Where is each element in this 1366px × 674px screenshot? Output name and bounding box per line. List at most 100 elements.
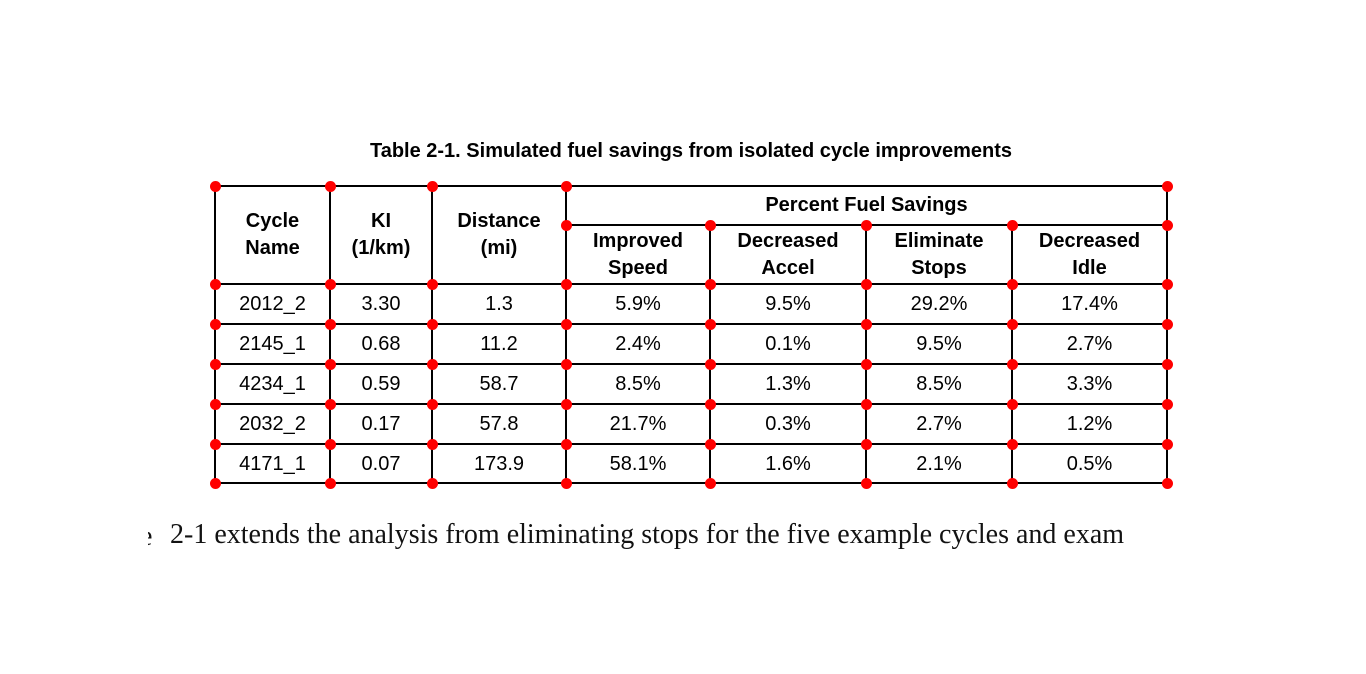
header-cell-percent-fuel-savings: Percent Fuel Savings [765, 194, 968, 216]
corner-dot [860, 318, 872, 330]
table-border-vertical [565, 185, 567, 484]
table-border-horizontal [214, 403, 1168, 405]
table-border-vertical [1166, 185, 1168, 484]
cell-row3-eliminate-stops: 8.5% [916, 373, 962, 395]
table-border-horizontal [214, 482, 1168, 484]
corner-dot [860, 438, 872, 450]
corner-dot [860, 477, 872, 489]
corner-dot [209, 358, 221, 370]
cell-row2-decreased-accel: 0.1% [765, 333, 811, 355]
table-border-horizontal [214, 185, 1168, 187]
cell-row4-decreased-accel: 0.3% [765, 413, 811, 435]
corner-dot [560, 398, 572, 410]
corner-dot [704, 477, 716, 489]
cell-row5-distance: 173.9 [473, 452, 525, 475]
corner-dot [560, 358, 572, 370]
corner-dot [426, 477, 438, 489]
table-border-vertical [1011, 224, 1013, 484]
corner-dot [1161, 180, 1173, 192]
cell-row1-decreased-idle: 17.4% [1061, 293, 1118, 315]
corner-dot [209, 398, 221, 410]
table-border-horizontal [214, 323, 1168, 325]
corner-dot [860, 358, 872, 370]
corner-dot [426, 180, 438, 192]
cell-row4-ki: 0.17 [361, 413, 401, 435]
corner-dot [860, 278, 872, 290]
corner-dot [324, 180, 336, 192]
corner-dot [1161, 358, 1173, 370]
cell-row2-improved-speed: 2.4% [615, 333, 661, 355]
table-border-horizontal [214, 363, 1168, 365]
cell-row5-ki: 0.07 [361, 452, 401, 475]
header-cell-cycle-name: Cycle Name [245, 210, 300, 259]
table-border-vertical [329, 185, 331, 484]
corner-dot [1161, 477, 1173, 489]
corner-dot [560, 318, 572, 330]
corner-dot [704, 398, 716, 410]
corner-dot [1006, 398, 1018, 410]
header-cell-distance: Distance (mi) [457, 210, 541, 259]
corner-dot [324, 438, 336, 450]
table-border-horizontal [214, 443, 1168, 445]
corner-dot [560, 438, 572, 450]
corner-dot [426, 398, 438, 410]
corner-dot [704, 438, 716, 450]
corner-dot [560, 219, 572, 231]
cell-row5-cycle-name: 4171_1 [239, 452, 306, 475]
header-cell-decreased-idle: Decreased Idle [1038, 229, 1141, 279]
cell-row2-eliminate-stops: 9.5% [916, 333, 962, 355]
cell-row5-decreased-accel: 1.6% [765, 452, 811, 475]
cell-row3-cycle-name: 4234_1 [239, 373, 306, 395]
table-caption: Table 2-1. Simulated fuel savings from i… [369, 140, 1013, 162]
corner-dot [1006, 219, 1018, 231]
clipped-word-fragment: e [148, 521, 157, 553]
corner-dot [324, 477, 336, 489]
cell-row4-distance: 57.8 [479, 413, 519, 435]
corner-dot [704, 358, 716, 370]
corner-dot [560, 180, 572, 192]
table-border-vertical [709, 224, 711, 484]
header-cell-ki: KI (1/km) [351, 210, 411, 259]
paragraph-line: 2-1 extends the analysis from eliminatin… [170, 519, 1125, 550]
header-cell-decreased-accel: Decreased Accel [737, 229, 839, 279]
corner-dot [209, 278, 221, 290]
corner-dot [860, 398, 872, 410]
corner-dot [704, 219, 716, 231]
cell-row4-eliminate-stops: 2.7% [916, 413, 962, 435]
corner-dot [1006, 278, 1018, 290]
cell-row4-cycle-name: 2032_2 [239, 413, 306, 435]
cell-row2-ki: 0.68 [361, 333, 401, 355]
cell-row3-ki: 0.59 [361, 373, 401, 395]
cell-row5-decreased-idle: 0.5% [1066, 452, 1113, 475]
corner-dot [1006, 318, 1018, 330]
corner-dot [560, 477, 572, 489]
cell-row1-ki: 3.30 [361, 293, 401, 315]
corner-dot [1161, 398, 1173, 410]
cell-row5-eliminate-stops: 2.1% [916, 452, 962, 475]
corner-dot [560, 278, 572, 290]
corner-dot [209, 438, 221, 450]
corner-dot [209, 180, 221, 192]
table-border-vertical [865, 224, 867, 484]
clipped-word-fragment-glyph: e [148, 521, 152, 553]
corner-dot [324, 318, 336, 330]
corner-dot [1161, 219, 1173, 231]
corner-dot [1161, 278, 1173, 290]
cell-row1-cycle-name: 2012_2 [239, 293, 306, 315]
cell-row3-decreased-accel: 1.3% [765, 373, 811, 395]
cell-row1-eliminate-stops: 29.2% [910, 293, 968, 315]
corner-dot [1006, 438, 1018, 450]
cell-row3-distance: 58.7 [479, 373, 519, 395]
table-border-vertical [214, 185, 216, 484]
cell-row5-improved-speed: 58.1% [609, 452, 667, 475]
cell-row2-decreased-idle: 2.7% [1066, 333, 1113, 355]
cell-row4-improved-speed: 21.7% [609, 413, 667, 435]
corner-dot [426, 318, 438, 330]
table-border-horizontal [214, 283, 1168, 285]
cell-row3-improved-speed: 8.5% [615, 373, 661, 395]
corner-dot [704, 278, 716, 290]
annotated-table: Cycle Name KI (1/km) Distance (mi) Percent … [209, 180, 1173, 489]
corner-dot [1006, 477, 1018, 489]
corner-dot [426, 358, 438, 370]
